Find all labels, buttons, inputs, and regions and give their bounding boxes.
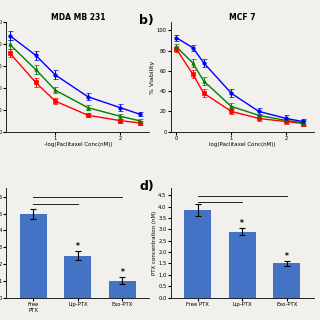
Text: *: * bbox=[121, 268, 124, 277]
X-axis label: log(Paclitaxel Conc(nM)): log(Paclitaxel Conc(nM)) bbox=[209, 142, 276, 147]
Bar bbox=[64, 256, 91, 298]
Text: d): d) bbox=[139, 180, 154, 193]
Text: *: * bbox=[76, 242, 80, 252]
Title: MCF 7: MCF 7 bbox=[229, 12, 255, 22]
Bar bbox=[20, 213, 47, 298]
Title: MDA MB 231: MDA MB 231 bbox=[51, 12, 105, 22]
Text: b): b) bbox=[139, 14, 154, 27]
Bar bbox=[273, 263, 300, 298]
Bar bbox=[109, 281, 136, 298]
Y-axis label: % Viability: % Viability bbox=[150, 60, 155, 94]
Text: *: * bbox=[285, 252, 289, 261]
Bar bbox=[184, 210, 211, 298]
Y-axis label: PTX concentration (nM): PTX concentration (nM) bbox=[152, 211, 157, 275]
Text: *: * bbox=[240, 220, 244, 228]
X-axis label: -log(Paclitaxel Conc(nM)): -log(Paclitaxel Conc(nM)) bbox=[44, 142, 112, 147]
Bar bbox=[229, 232, 256, 298]
